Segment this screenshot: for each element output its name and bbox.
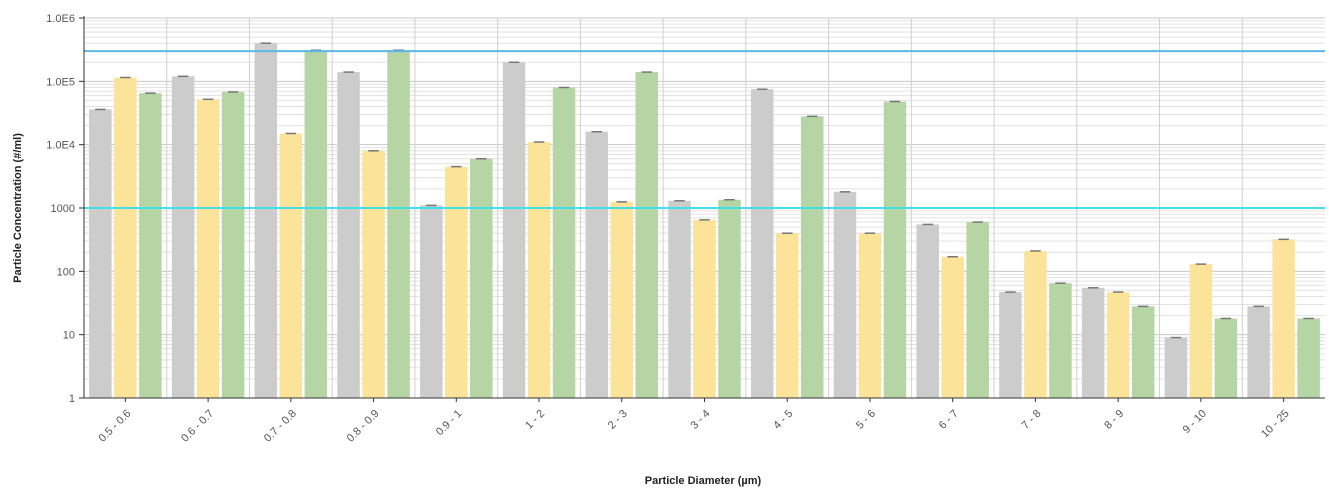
y-tick-label: 1.0E5	[46, 76, 75, 88]
bar	[693, 219, 716, 398]
bar	[1081, 287, 1105, 398]
bar	[304, 50, 328, 399]
x-tick-label: 0.8 - 0.9	[345, 408, 382, 445]
bar	[999, 292, 1022, 398]
y-tick-label: 10	[63, 330, 75, 342]
bar	[833, 191, 857, 398]
axes	[79, 16, 1325, 402]
y-tick-label: 1000	[51, 203, 75, 215]
bar	[1049, 283, 1072, 398]
bar	[610, 201, 634, 398]
x-tick-label: 9 - 10	[1181, 408, 1209, 436]
x-tick-label: 0.6 - 0.7	[179, 408, 216, 445]
bar	[279, 133, 303, 398]
bar	[1024, 250, 1047, 398]
reference-lines	[84, 50, 1325, 209]
bar	[668, 200, 691, 398]
x-tick-label: 8 - 9	[1102, 408, 1126, 432]
x-tick-label: 2 - 3	[606, 408, 630, 432]
bar	[221, 91, 245, 398]
bar	[1189, 264, 1213, 398]
bar	[139, 93, 162, 398]
bar	[1297, 318, 1320, 398]
x-tick-label: 1 - 2	[523, 408, 547, 432]
y-tick-label: 100	[57, 266, 75, 278]
bar	[941, 256, 964, 398]
bar	[337, 72, 360, 399]
x-tick-label: 3 - 4	[689, 408, 713, 432]
bar	[254, 43, 278, 398]
x-tick-label: 6 - 7	[937, 408, 961, 432]
y-tick-label: 1.0E6	[46, 13, 75, 25]
bar	[858, 233, 882, 398]
y-tick-label: 1	[69, 393, 75, 405]
bar	[750, 89, 774, 398]
bar	[445, 166, 468, 398]
x-tick-labels: 0.5 - 0.6 0.6 - 0.7 0.7 - 0.8 0.8 - 0.9 0.9 …	[96, 408, 1291, 445]
bar-series-group	[89, 42, 1320, 399]
x-tick-label: 0.5 - 0.6	[96, 408, 133, 445]
bar	[966, 222, 989, 398]
bar	[1106, 292, 1130, 398]
bar	[800, 116, 824, 399]
bar	[1164, 337, 1188, 398]
x-tick-label: 4 - 5	[771, 408, 795, 432]
bar	[552, 87, 576, 398]
bar	[387, 50, 410, 399]
y-tick-labels: 1 10 100 1000 1.0E4 1.0E5 1.0E6	[46, 13, 75, 405]
x-tick-label: 5 - 6	[854, 408, 878, 432]
bar	[635, 72, 659, 399]
bar	[718, 199, 741, 398]
y-axis-title: Particle Concentration (#/ml)	[12, 133, 24, 283]
x-tick-label: 10 - 25	[1259, 408, 1292, 441]
bar	[114, 77, 137, 398]
bar	[775, 233, 799, 398]
x-axis-title: Particle Diameter (µm)	[645, 475, 762, 487]
bar	[470, 158, 493, 398]
bar	[1214, 318, 1238, 398]
bar	[585, 131, 609, 398]
bar	[420, 205, 443, 398]
bar	[502, 62, 526, 399]
x-tick-label: 0.7 - 0.8	[262, 408, 299, 445]
x-tick-label: 0.9 - 1	[434, 408, 465, 439]
bar	[1131, 306, 1155, 398]
bar	[916, 224, 939, 398]
bar	[1272, 239, 1295, 398]
bar	[89, 109, 112, 398]
bar	[362, 150, 385, 398]
y-tick-label: 1.0E4	[46, 140, 75, 152]
bar	[883, 101, 907, 398]
bar	[527, 142, 551, 398]
x-tick-label: 7 - 8	[1020, 408, 1044, 432]
bar	[171, 76, 195, 399]
bar	[1247, 306, 1270, 398]
bar	[196, 99, 220, 398]
